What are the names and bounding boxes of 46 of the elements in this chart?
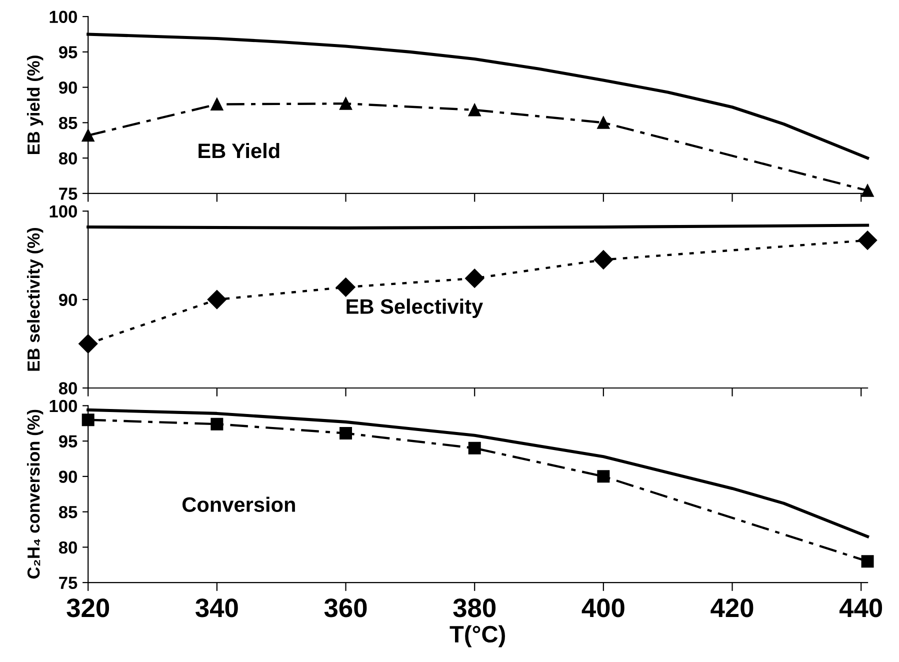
point (340, 97, 352, 110)
annotation: EB Selectivity (346, 298, 483, 318)
x-tick-label: 340 (196, 598, 238, 618)
y-axis-title: C₂H₄ conversion (%) (26, 410, 44, 579)
x-tick-label: 320 (66, 598, 110, 618)
y-tick-label: 75 (59, 188, 78, 200)
point (207, 290, 226, 310)
y-tick-label: 95 (58, 435, 78, 448)
y-tick-label: 100 (50, 205, 77, 218)
point (594, 250, 613, 270)
x-tick-label: 380 (453, 598, 496, 618)
x-tick-label: 440 (839, 598, 882, 618)
y-tick-label: 90 (58, 470, 77, 483)
y-tick-label: 80 (58, 541, 77, 554)
point (78, 334, 98, 354)
y-tick-label: 95 (58, 46, 78, 58)
point (340, 427, 352, 440)
x-tick-label: 420 (710, 598, 754, 618)
y-tick-label: 80 (58, 382, 77, 394)
y-tick-label: 100 (50, 10, 77, 24)
x-axis-title: T(°C) (450, 625, 505, 648)
y-tick-label: 85 (58, 116, 78, 130)
point (468, 442, 481, 454)
point (210, 98, 224, 111)
point (861, 184, 874, 197)
annotation: EB Yield (198, 142, 280, 158)
y-tick-label: 90 (58, 81, 77, 94)
point (597, 116, 610, 129)
point (210, 418, 224, 430)
y-tick-label: 100 (50, 400, 77, 412)
y-axis-title: EB selectivity (%) (26, 228, 44, 371)
x-tick-label: 400 (582, 598, 624, 618)
y-tick-label: 75 (59, 576, 78, 590)
point (861, 555, 874, 568)
point (465, 268, 484, 288)
y-tick-label: 85 (58, 506, 78, 518)
y-tick-label: 90 (58, 294, 77, 306)
point (858, 230, 878, 250)
annotation: Conversion (182, 496, 295, 512)
point (468, 104, 481, 116)
point (336, 278, 356, 297)
point (597, 470, 610, 483)
point (82, 414, 94, 426)
x-tick-label: 360 (324, 598, 367, 618)
y-tick-label: 80 (58, 152, 77, 165)
y-axis-title: EB yield (%) (26, 56, 44, 154)
